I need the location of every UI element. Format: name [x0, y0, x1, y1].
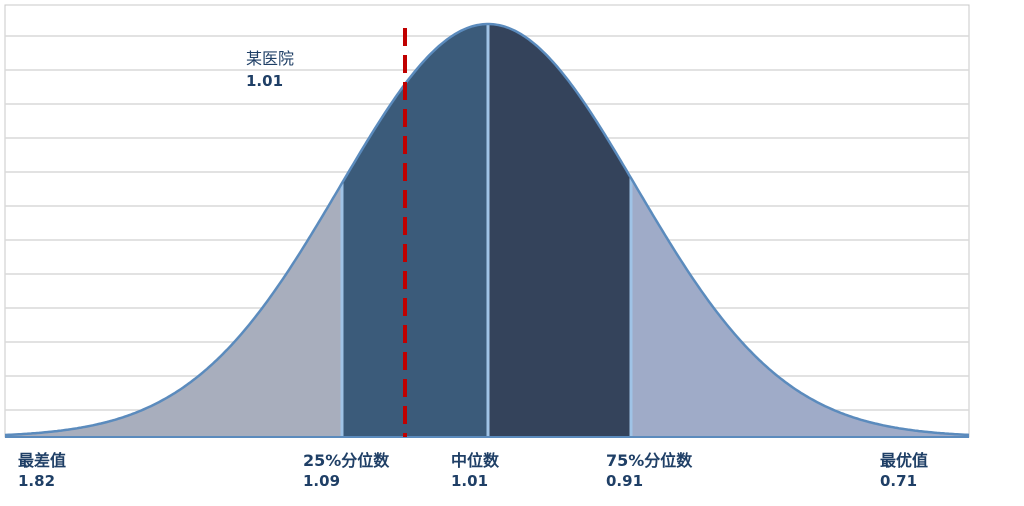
distribution-curve: [4, 22, 970, 437]
point-name: 中位数: [451, 451, 500, 470]
band-4: [631, 178, 969, 437]
hospital-name: 某医院: [246, 49, 295, 68]
point-label-worst: 最差值 1.82: [18, 451, 66, 491]
hospital-value: 1.01: [246, 72, 284, 90]
point-label-q75: 75%分位数 0.91: [606, 451, 692, 491]
point-name: 最差值: [18, 451, 67, 470]
point-label-best: 最优值 0.71: [880, 451, 928, 491]
band-dividers: [340, 24, 633, 437]
point-value: 1.82: [18, 472, 56, 490]
band-1: [5, 183, 342, 437]
point-name: 25%分位数: [303, 451, 390, 470]
band-2: [342, 24, 488, 437]
point-value: 1.01: [451, 472, 489, 490]
point-label-q25: 25%分位数 1.09: [303, 451, 389, 491]
hospital-marker-label: 某医院 1.01: [246, 48, 294, 92]
point-value: 0.91: [606, 472, 644, 490]
point-value: 0.71: [880, 472, 918, 490]
distribution-bands: [5, 24, 969, 437]
point-name: 75%分位数: [606, 451, 693, 470]
point-name: 最优值: [880, 451, 929, 470]
point-label-median: 中位数 1.01: [451, 451, 499, 491]
point-value: 1.09: [303, 472, 341, 490]
band-3: [488, 24, 631, 437]
